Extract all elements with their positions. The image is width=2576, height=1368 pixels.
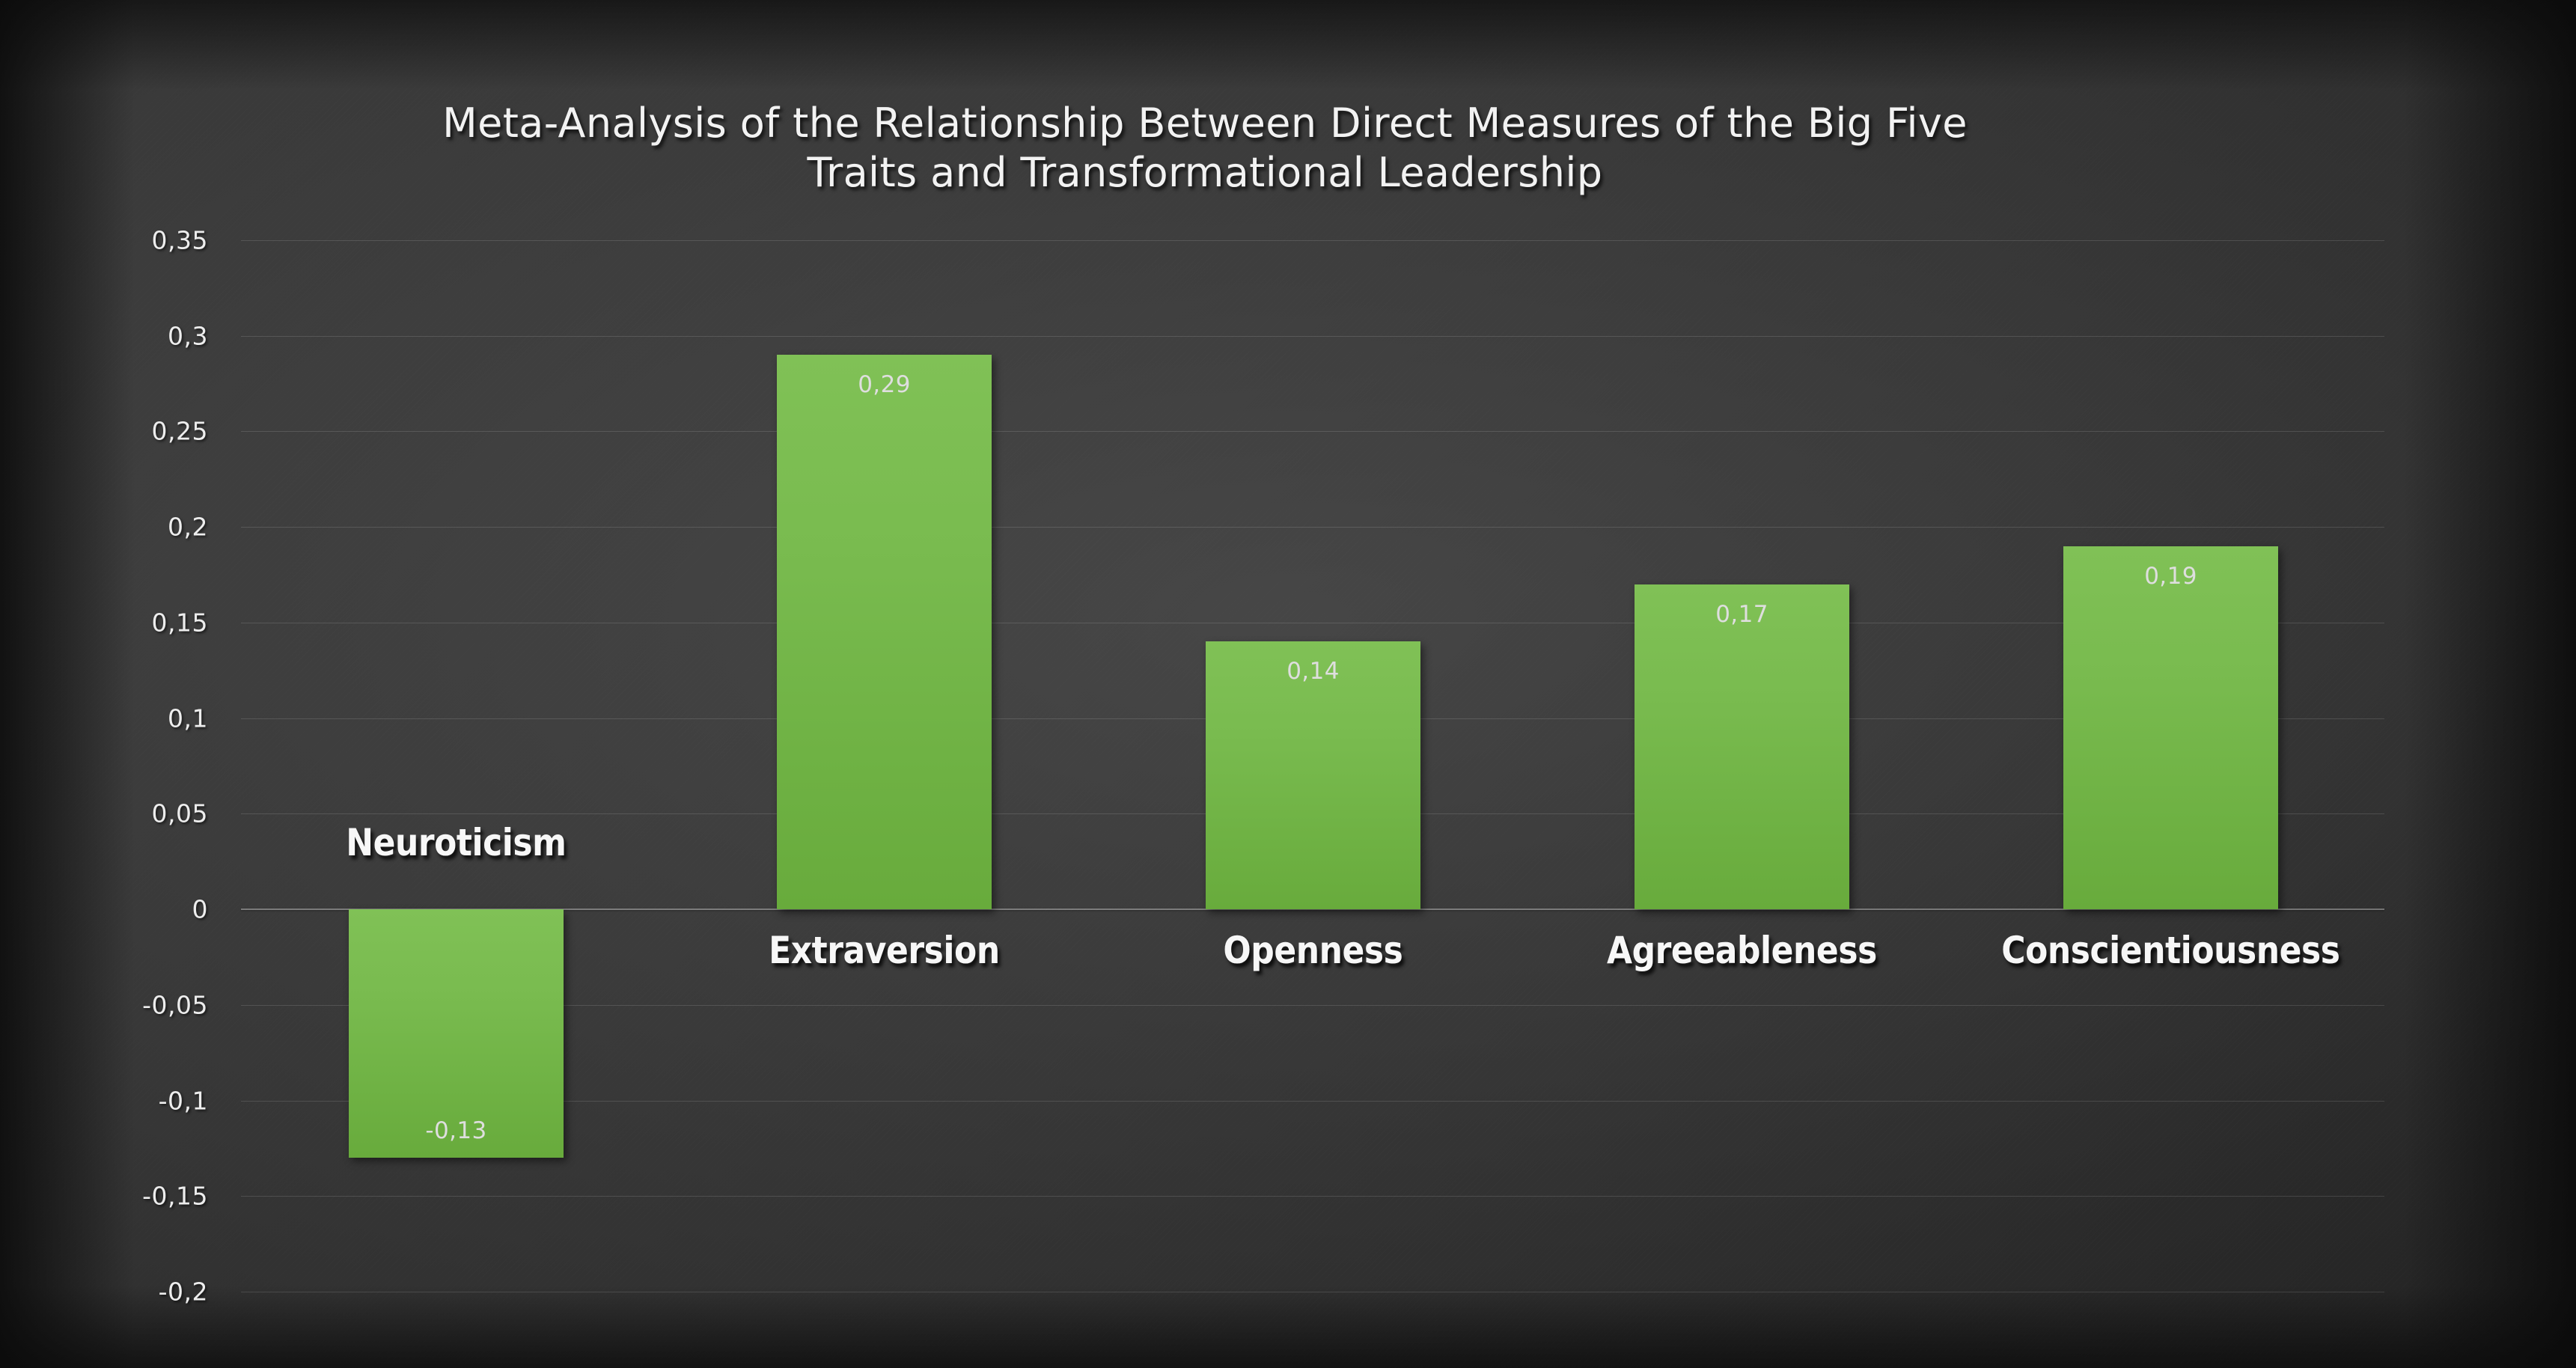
y-axis-tick-label: -0,2 — [158, 1277, 208, 1307]
bar[interactable]: 0,17 — [1635, 584, 1849, 910]
bar-value-label: 0,17 — [1715, 600, 1768, 628]
bar-value-label: -0,13 — [425, 1117, 487, 1145]
bar[interactable]: 0,19 — [2063, 546, 2278, 910]
y-axis-tick-label: 0,1 — [168, 703, 208, 733]
bar-value-label: 0,19 — [2144, 562, 2197, 590]
y-axis-tick-label: 0,3 — [168, 321, 208, 351]
y-axis-tick-label: 0,2 — [168, 512, 208, 542]
bar-series: -0,13 0,29 0,14 0,17 0,19 — [241, 240, 2384, 1292]
y-axis-tick-label: 0,15 — [151, 608, 208, 638]
bar[interactable]: 0,29 — [777, 355, 992, 910]
bar-value-label: 0,14 — [1287, 658, 1340, 685]
y-axis-tick-label: -0,15 — [142, 1181, 208, 1211]
bar-value-label: 0,29 — [858, 371, 911, 399]
y-axis-tick-label: -0,1 — [158, 1086, 208, 1116]
y-axis-tick-label: 0,35 — [151, 225, 208, 255]
y-axis-tick-label: -0,05 — [142, 990, 208, 1020]
y-axis-tick-label: 0,05 — [151, 798, 208, 828]
y-axis-tick-label: 0 — [192, 894, 208, 924]
y-axis: 0,35 0,3 0,25 0,2 0,15 0,1 0,05 0 -0,05 -0,1 -0,15… — [0, 226, 225, 1307]
bar[interactable]: 0,14 — [1206, 641, 1420, 910]
bar[interactable]: -0,13 — [349, 909, 564, 1158]
chart-title: Meta-Analysis of the Relationship Betwee… — [442, 100, 1968, 196]
y-axis-tick-label: 0,25 — [151, 416, 208, 446]
